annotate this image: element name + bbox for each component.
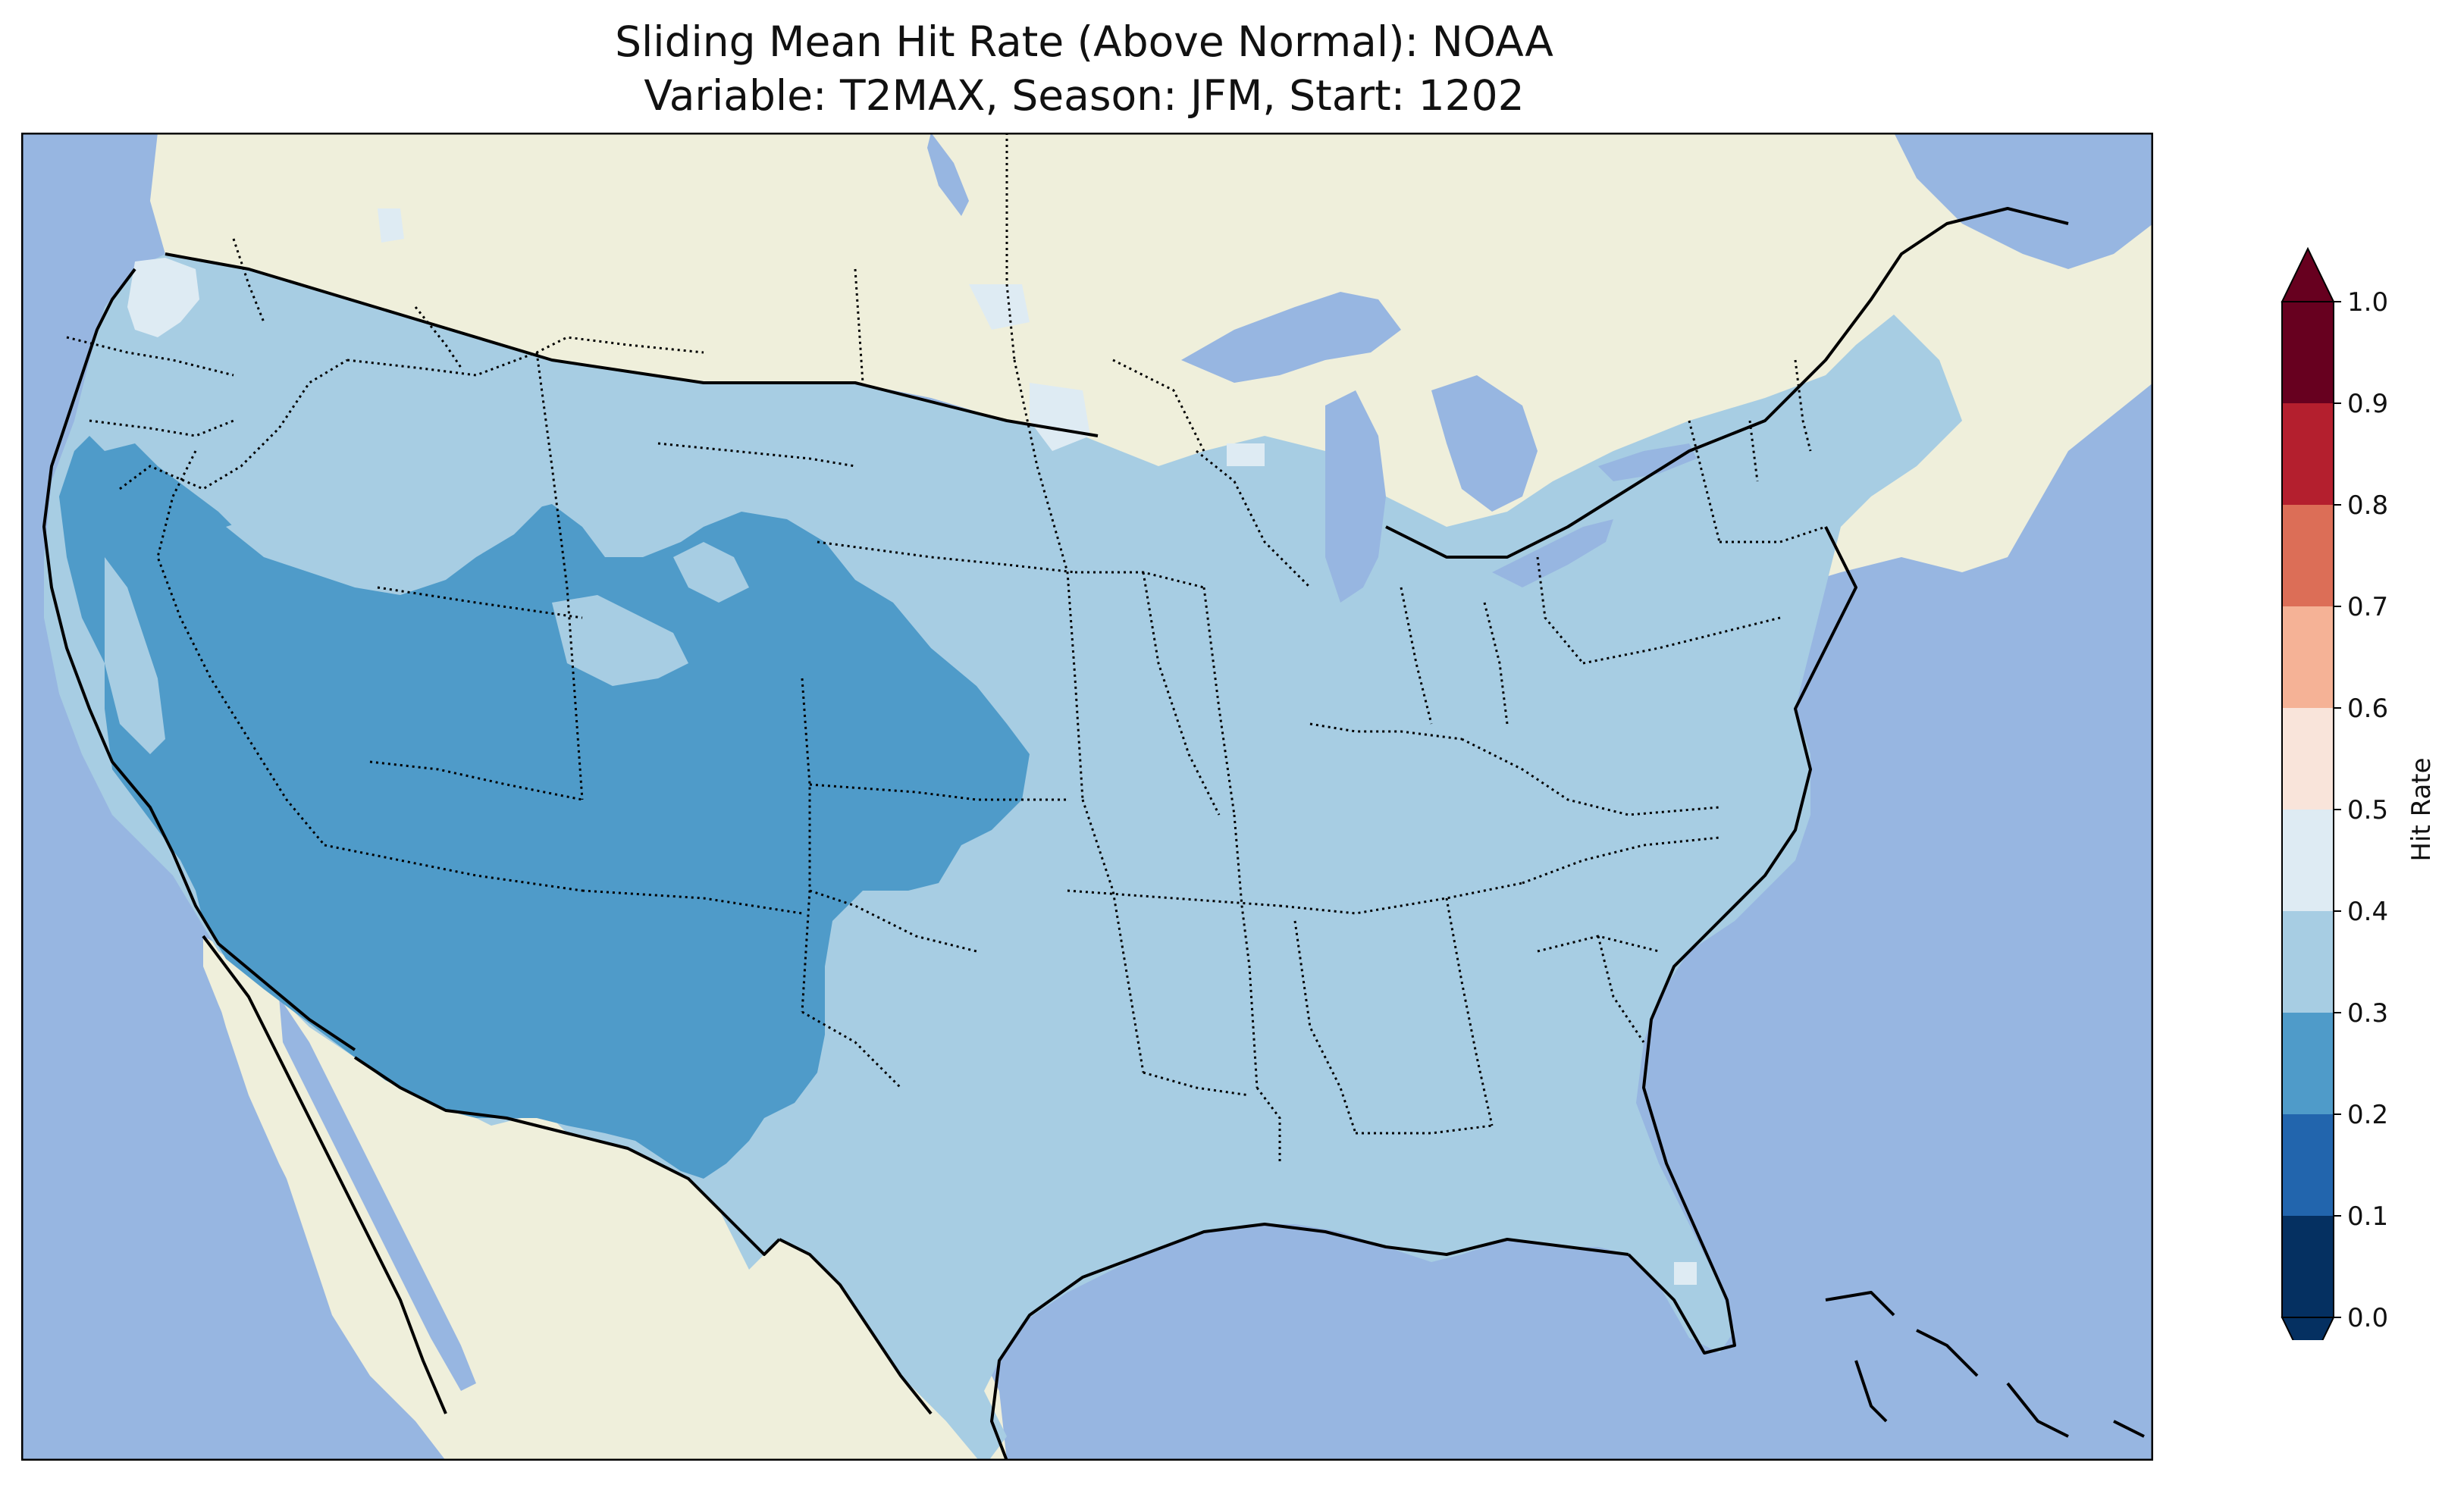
- california-coast-patch-0.3-0.4: [105, 557, 165, 754]
- colorbar-bin: [2282, 1013, 2334, 1114]
- colorbar-bin: [2282, 505, 2334, 606]
- nevada-idaho-patch-0.3-0.4: [226, 496, 544, 595]
- map-panel: [21, 133, 2153, 1461]
- colorbar-label: Hit Rate: [2406, 757, 2437, 861]
- colorbar-tick-label: 0.9: [2347, 389, 2388, 419]
- colorbar-bin: [2282, 302, 2334, 403]
- colorbar-tick-label: 0.3: [2347, 998, 2388, 1029]
- colorbar-extend-max: [2281, 246, 2335, 302]
- colorbar-tick-label: 0.4: [2347, 897, 2388, 927]
- northwest-hit-rate-0.4-0.5: [127, 258, 199, 337]
- baja-peninsula: [203, 936, 446, 1436]
- colorbar-tick-label: 0.1: [2347, 1201, 2388, 1232]
- colorbar-tick-label: 0.5: [2347, 795, 2388, 825]
- map-frame: [21, 133, 2153, 1461]
- south-dakota-patch-0.4-0.5: [1030, 383, 1090, 451]
- colorbar-bin: [2282, 1216, 2334, 1317]
- coastlines: [42, 207, 2145, 1461]
- colorbar-tick-label: 0.0: [2347, 1303, 2388, 1333]
- lake-huron: [1431, 375, 1538, 512]
- colorbar-tick-label: 0.7: [2347, 592, 2388, 622]
- lake-erie: [1492, 519, 1613, 587]
- state-borders: [66, 133, 1826, 1164]
- colorbar-bin: [2282, 810, 2334, 911]
- north-dakota-patch-0.4-0.5: [969, 284, 1030, 330]
- lake-superior: [1181, 292, 1401, 383]
- colorbar-bin: [2282, 403, 2334, 505]
- map-title-line2: Variable: T2MAX, Season: JFM, Start: 120…: [644, 71, 1525, 120]
- gulf-of-california: [279, 997, 476, 1391]
- colorbar-tick-label: 1.0: [2347, 287, 2388, 318]
- colorbar-bin: [2282, 708, 2334, 810]
- colorbar-tick-label: 0.6: [2347, 694, 2388, 724]
- colorbar-bin: [2282, 1114, 2334, 1216]
- montana-patch-0.4-0.5: [378, 208, 404, 243]
- florida-patch-0.4-0.5: [1674, 1262, 1697, 1285]
- colorbar-bin: [2282, 606, 2334, 708]
- colorbar-tick-label: 0.8: [2347, 490, 2388, 521]
- utah-colorado-patch-0.3-0.4: [552, 595, 688, 686]
- colorado-north-patch-0.3-0.4: [673, 542, 749, 603]
- colorbar-bin: [2282, 911, 2334, 1013]
- colorbar-extend-min: [2281, 1317, 2335, 1340]
- wisconsin-patch-0.4-0.5: [1227, 443, 1265, 466]
- colorbar-tick-label: 0.2: [2347, 1100, 2388, 1130]
- map-title-line1: Sliding Mean Hit Rate (Above Normal): NO…: [615, 17, 1553, 66]
- lake-ontario: [1598, 443, 1697, 481]
- lake-michigan: [1325, 390, 1386, 603]
- southwest-hit-rate-0.2-0.3: [59, 436, 1030, 1179]
- lake-winnipeg-area: [927, 133, 969, 216]
- colorbar: 0.0 0.1 0.2 0.3 0.4 0.5 0.6 0.7 0.8 0.9 1.0 Hit Rat…: [2281, 246, 2437, 1340]
